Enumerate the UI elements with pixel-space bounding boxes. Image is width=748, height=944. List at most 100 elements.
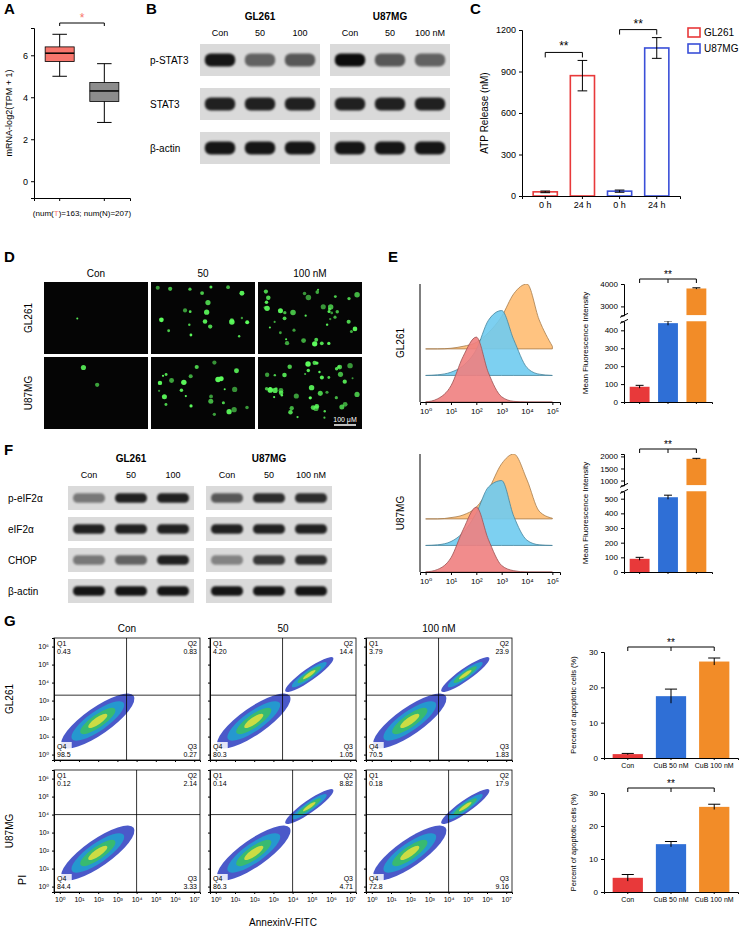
label-background	[182, 771, 198, 788]
tick-mark	[364, 683, 366, 684]
tick-label: 10²	[471, 407, 483, 416]
quadrant-label: Q498.5	[56, 742, 72, 759]
tick-mark	[668, 402, 669, 404]
row-label: STAT3	[150, 99, 180, 110]
tick-mark	[52, 833, 54, 834]
quadrant-name: Q1	[369, 772, 378, 780]
label-background	[182, 742, 198, 759]
tick-mark	[668, 572, 669, 574]
tick-mark	[137, 760, 138, 762]
cell	[264, 306, 267, 309]
cell	[219, 376, 224, 381]
density	[389, 704, 431, 739]
tick-mark	[621, 468, 624, 469]
tick-mark	[519, 155, 522, 156]
error-bar	[665, 842, 677, 847]
plot-frame	[54, 770, 200, 892]
density	[446, 791, 485, 822]
panel-letter: A	[4, 0, 15, 17]
tick	[208, 779, 210, 780]
axis-break	[620, 313, 628, 317]
tick-label: 10⁶	[170, 896, 181, 903]
tick-mark	[639, 402, 640, 404]
density	[222, 827, 285, 879]
tick-label: 10⁷	[346, 896, 357, 903]
axis-line	[420, 284, 421, 402]
tick: 10⁵	[151, 892, 162, 903]
axis-title-part: )=163; num(N)=207)	[59, 209, 132, 218]
quadrant-name: Q1	[369, 640, 378, 648]
tick-label: 10	[589, 719, 598, 728]
row-label: p-eIF2α	[8, 493, 43, 504]
tick: 4000	[600, 280, 624, 289]
cell	[315, 290, 319, 294]
band	[285, 54, 315, 67]
density	[296, 664, 322, 685]
tick-mark	[621, 284, 624, 285]
tick-mark	[506, 760, 507, 762]
tick	[364, 779, 366, 780]
axis-title: Mean Fluorescence Intensity	[581, 462, 590, 564]
cell	[327, 342, 330, 345]
tick-label: 10¹	[39, 733, 50, 740]
tick-mark	[52, 647, 54, 648]
plot-frame	[210, 770, 356, 892]
band	[157, 493, 189, 503]
tick-label: 10⁵	[38, 793, 49, 800]
tick: 300	[501, 150, 522, 160]
quadrant-value: 86.3	[213, 883, 227, 890]
axis: 10⁰10¹10²10³10⁴10⁵	[420, 572, 560, 586]
tick	[208, 683, 210, 684]
column-title: 50	[277, 623, 289, 634]
density	[242, 844, 265, 863]
histogram: 10⁰10¹10²10³10⁴10⁵U87MG	[395, 454, 561, 586]
band	[205, 98, 235, 111]
row-label: eIF2α	[8, 524, 34, 535]
quadrant-label: Q30.27	[182, 742, 198, 759]
cells	[76, 318, 78, 320]
tick-label: 0	[614, 568, 619, 577]
bar-chart: 010020030040030004000**Mean Fluorescence…	[581, 0, 713, 407]
cells	[81, 365, 99, 387]
tick-mark	[656, 196, 657, 199]
tick-label: 6	[23, 51, 28, 61]
figure: A0246*mRNA-log2(TPM + 1)(num(T)=163; num…	[0, 0, 748, 944]
axis: 0 h24 h0 h24 h	[523, 196, 681, 210]
cells	[264, 289, 360, 347]
tick-mark	[364, 719, 366, 720]
axis: 10⁰10¹10²10³10⁴10⁵10⁶10⁷	[211, 892, 357, 903]
tick-mark	[52, 779, 54, 780]
tick: 10¹	[39, 733, 54, 740]
tick	[372, 760, 373, 762]
axis-line	[601, 794, 605, 893]
cell	[303, 292, 307, 296]
lane-label: Con	[219, 470, 236, 480]
significance: **	[664, 269, 672, 280]
tick	[208, 701, 210, 702]
cell	[208, 399, 213, 404]
lane-label: 50	[264, 470, 274, 480]
cell	[336, 310, 339, 313]
tick-mark	[449, 892, 450, 894]
tick-mark	[364, 779, 366, 780]
axis-line	[208, 771, 211, 893]
axis	[364, 639, 367, 761]
cell	[183, 308, 187, 312]
significance: **	[664, 439, 672, 450]
tick-label: 400	[605, 509, 619, 518]
label-background	[56, 874, 72, 891]
tick-mark	[31, 139, 34, 140]
tick-mark	[451, 402, 452, 405]
quadrant-label: Q14.20	[212, 639, 228, 656]
band	[295, 586, 327, 596]
tick-mark	[527, 572, 528, 575]
cell	[335, 396, 338, 399]
tick-mark	[364, 833, 366, 834]
micrograph	[44, 357, 148, 429]
axis-title: Mean Fluorescence Intensity	[581, 292, 590, 394]
tick-mark	[175, 892, 176, 894]
tick-label: 10⁵	[547, 577, 559, 586]
tick	[216, 760, 217, 762]
tick-label: 10¹	[446, 407, 458, 416]
tick: 20	[589, 683, 604, 692]
